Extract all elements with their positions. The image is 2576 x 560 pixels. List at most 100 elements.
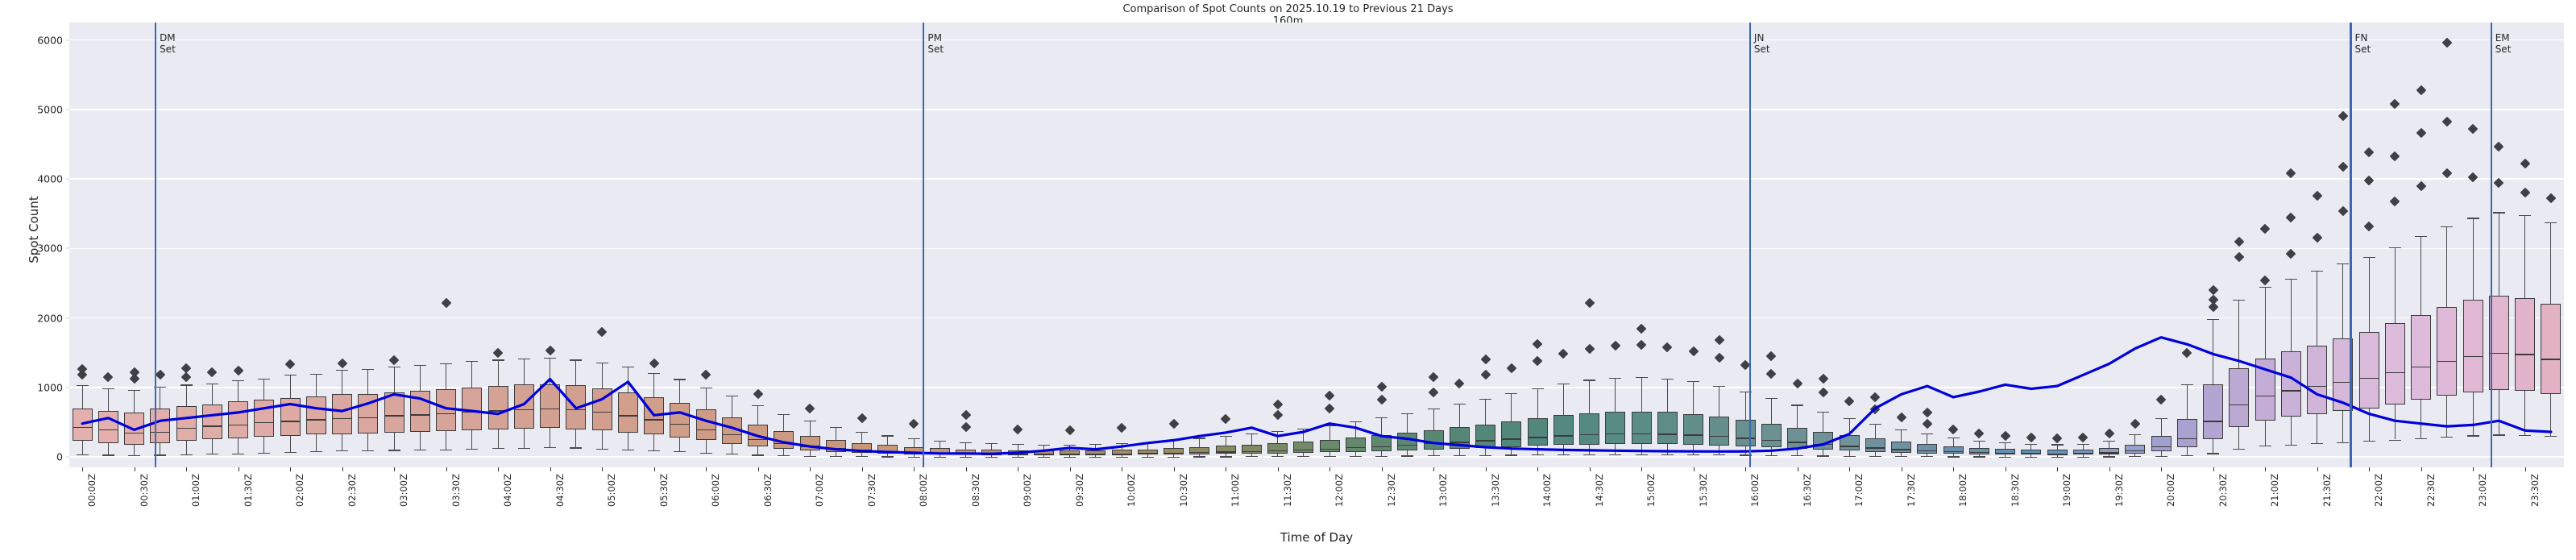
box-median xyxy=(748,438,769,440)
x-tick-label: 00:30Z xyxy=(138,474,150,508)
box-median xyxy=(2099,452,2120,454)
x-tick-mark xyxy=(498,467,500,471)
box xyxy=(2307,346,2328,414)
box-median xyxy=(1164,452,1184,454)
whisker-cap xyxy=(2545,222,2557,223)
whisker-cap xyxy=(648,372,661,374)
whisker-cap xyxy=(1271,456,1284,458)
whisker-cap xyxy=(1661,378,1674,380)
whisker-cap xyxy=(829,426,842,429)
x-tick-label: 20:00Z xyxy=(2165,474,2177,508)
whisker-cap xyxy=(1168,456,1180,458)
x-tick-mark xyxy=(2317,467,2318,471)
x-tick-mark xyxy=(1069,467,1071,471)
whisker-cap xyxy=(1505,454,1518,456)
box xyxy=(1709,417,1730,446)
x-tick-label: 03:00Z xyxy=(398,474,410,508)
whisker-cap xyxy=(2051,444,2064,446)
y-tick-mark xyxy=(66,178,69,180)
whisker-cap xyxy=(752,454,765,456)
whisker-cap xyxy=(1531,388,1544,389)
whisker-cap xyxy=(1193,456,1206,458)
box xyxy=(1137,449,1158,455)
x-tick-label: 02:30Z xyxy=(346,474,358,508)
whisker-cap xyxy=(1999,456,2012,458)
grid-line xyxy=(69,178,2564,180)
whisker-cap xyxy=(1115,456,1128,458)
box xyxy=(540,384,561,428)
x-tick-label: 05:30Z xyxy=(657,474,670,508)
box xyxy=(1787,427,1808,449)
box-median xyxy=(409,414,430,416)
whisker-cap xyxy=(1427,455,1440,457)
whisker-cap xyxy=(1791,455,1804,457)
whisker-cap xyxy=(492,359,504,361)
x-tick-mark xyxy=(186,467,188,471)
whisker-cap xyxy=(1921,433,1934,435)
event-line xyxy=(923,23,925,467)
x-tick-mark xyxy=(1329,467,1331,471)
x-tick-mark xyxy=(290,467,292,471)
whisker-cap xyxy=(1557,454,1570,456)
box xyxy=(462,387,483,431)
x-tick-label: 16:00Z xyxy=(1749,474,1761,508)
x-tick-label: 12:30Z xyxy=(1385,474,1397,508)
box xyxy=(1683,413,1704,445)
box-median xyxy=(1968,452,1989,454)
x-tick-label: 19:00Z xyxy=(2061,474,2073,508)
whisker-cap xyxy=(102,388,114,389)
x-tick-mark xyxy=(965,467,967,471)
whisker-cap xyxy=(1141,456,1154,458)
whisker-cap xyxy=(1687,454,1700,456)
x-tick-label: 13:30Z xyxy=(1489,474,1501,508)
x-tick-label: 15:30Z xyxy=(1697,474,1709,508)
whisker-cap xyxy=(2180,384,2193,385)
whisker-cap xyxy=(1999,442,2012,444)
box xyxy=(877,445,898,454)
whisker-cap xyxy=(2180,454,2193,456)
event-line-label: EM Set xyxy=(2495,32,2512,55)
whisker-cap xyxy=(2441,226,2454,227)
box-median xyxy=(201,425,222,427)
whisker-cap xyxy=(1375,417,1388,419)
whisker-cap xyxy=(2207,319,2220,321)
whisker-cap xyxy=(2233,448,2246,450)
x-tick-label: 05:00Z xyxy=(606,474,618,508)
box xyxy=(228,401,249,438)
x-tick-mark xyxy=(1381,467,1383,471)
x-tick-label: 22:30Z xyxy=(2425,474,2437,508)
box-median xyxy=(1397,444,1418,446)
box xyxy=(150,408,171,443)
box-median xyxy=(2437,361,2458,363)
x-tick-label: 21:00Z xyxy=(2269,474,2281,508)
box-median xyxy=(1891,449,1912,450)
whisker-cap xyxy=(1817,455,1830,457)
whisker-cap xyxy=(466,361,479,363)
whisker-cap xyxy=(1895,429,1908,430)
x-tick-label: 01:30Z xyxy=(242,474,254,508)
box xyxy=(2047,450,2068,455)
whisker-cap xyxy=(362,368,375,370)
x-tick-mark xyxy=(1589,467,1591,471)
box xyxy=(2515,297,2536,392)
whisker-cap xyxy=(985,456,998,458)
whisker-cap xyxy=(2129,433,2142,435)
box-median xyxy=(358,417,379,419)
whisker-cap xyxy=(1713,454,1726,456)
whisker-cap xyxy=(648,450,661,452)
whisker-cap xyxy=(2466,435,2479,437)
whisker-cap xyxy=(960,442,973,444)
whisker-cap xyxy=(933,456,946,458)
x-tick-label: 21:30Z xyxy=(2321,474,2333,508)
box xyxy=(201,404,222,440)
x-tick-label: 02:00Z xyxy=(294,474,306,508)
box xyxy=(1085,450,1106,455)
box-median xyxy=(2488,352,2509,354)
box xyxy=(1839,435,1860,451)
x-tick-mark xyxy=(861,467,863,471)
whisker-cap xyxy=(907,456,920,458)
whisker-cap xyxy=(1739,454,1752,456)
box-median xyxy=(1475,440,1496,442)
whisker-cap xyxy=(128,454,141,457)
whisker-cap xyxy=(1349,421,1362,423)
